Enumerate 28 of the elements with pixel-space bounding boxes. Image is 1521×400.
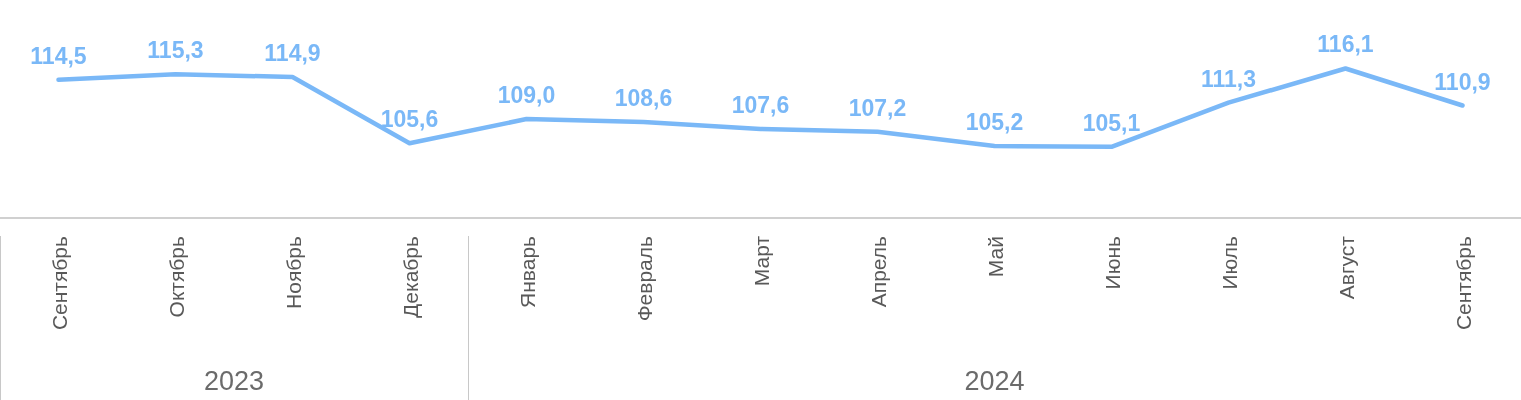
x-tick-label: Май: [983, 236, 1007, 278]
x-tick-label: Март: [749, 235, 773, 287]
x-tick-label: Сентябрь: [47, 235, 71, 331]
data-label: 109,0: [497, 82, 556, 109]
x-tick-label: Февраль: [632, 235, 656, 322]
data-label: 105,2: [965, 109, 1024, 136]
text: 2024: [963, 366, 1026, 397]
x-tick-label: Ноябрь: [281, 235, 305, 309]
data-label: 107,6: [731, 92, 790, 118]
data-label: 107,2: [848, 94, 907, 121]
x-tick-label: Июль: [1217, 235, 1241, 290]
x-tick-label: Июнь: [1100, 235, 1124, 290]
x-tick-label: Апрель: [866, 235, 890, 308]
x-tick-label: Октябрь: [164, 235, 188, 318]
x-tick-label: Декабрь: [398, 235, 422, 318]
data-label: 111,3: [1200, 65, 1257, 92]
data-label: 110,9: [1434, 68, 1491, 95]
text: 2023: [202, 366, 266, 397]
data-label: 105,1: [1082, 109, 1141, 136]
data-label: 116,1: [1317, 31, 1374, 58]
x-tick-label: Сентябрь: [1451, 235, 1475, 331]
x-tick-label: Январь: [515, 235, 539, 308]
data-label: 114,5: [30, 42, 87, 69]
data-label: 114,9: [264, 40, 321, 67]
data-label: 105,6: [380, 106, 439, 133]
data-label: 115,3: [147, 37, 204, 64]
x-tick-label: Август: [1334, 235, 1358, 300]
data-label: 108,6: [614, 84, 673, 111]
